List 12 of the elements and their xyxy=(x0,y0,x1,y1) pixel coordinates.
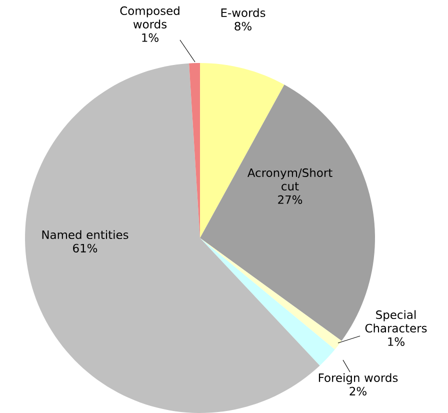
data-label: 2% xyxy=(350,386,366,396)
data-label: 27% xyxy=(278,195,302,204)
slice-label: Composed words xyxy=(120,6,180,29)
data-label: 61% xyxy=(73,244,98,253)
data-label: 8% xyxy=(234,22,252,31)
data-label: 1% xyxy=(388,337,404,346)
slice-label: Named entities xyxy=(42,230,128,240)
slice-label: E-words xyxy=(221,8,266,18)
data-label: 1% xyxy=(142,33,158,42)
slice-label: Special Characters xyxy=(365,310,427,333)
slice-label: Acronym/Short cut xyxy=(247,168,332,191)
slice-label: Foreign words xyxy=(318,373,398,384)
